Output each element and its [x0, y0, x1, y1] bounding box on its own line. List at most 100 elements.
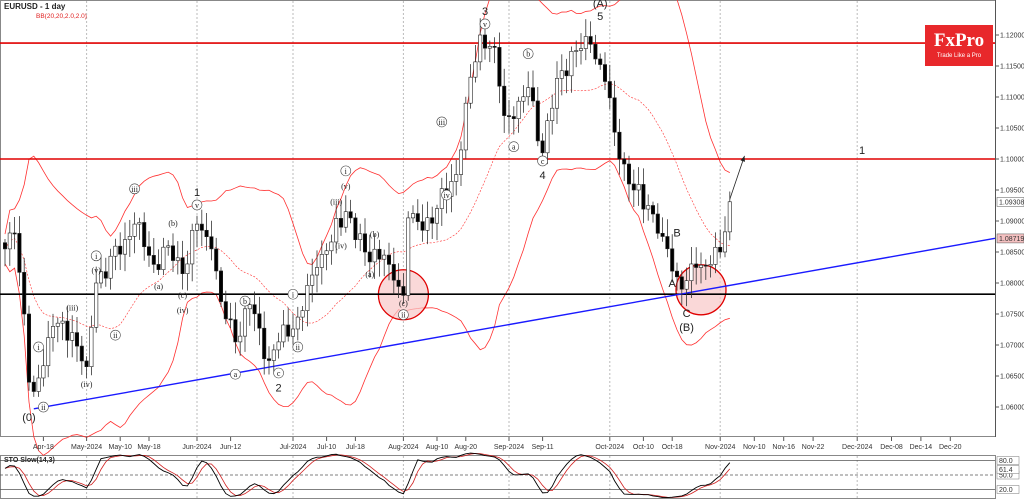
wave-label: (c) — [399, 299, 408, 308]
price-tick-label: 1.12000 — [1000, 33, 1024, 40]
candle-body — [26, 313, 31, 383]
candle-body — [79, 345, 84, 362]
candle-body — [142, 222, 147, 248]
candle-body — [276, 341, 281, 351]
wave-label-circle — [436, 116, 448, 128]
candle-body — [554, 78, 559, 109]
candle-body — [463, 102, 468, 151]
candle-body — [535, 100, 540, 142]
candle-body — [415, 213, 420, 222]
date-tick-label: Jul-18 — [346, 444, 365, 451]
trendline-price-label: 1.08719 — [999, 236, 1024, 243]
candle-body — [147, 246, 152, 256]
wave-label: (v) — [92, 266, 102, 275]
date-tick-label: Dec-14 — [910, 444, 933, 451]
wave-label: (iv) — [81, 380, 93, 389]
indicator-label: BB(20,20,2.0,2.0) — [36, 13, 87, 20]
candle-body — [588, 36, 593, 45]
candle-body — [530, 87, 535, 102]
price-tick-label: 1.10500 — [1000, 126, 1024, 133]
candle-body — [84, 360, 89, 367]
wave-label: ii — [41, 403, 46, 412]
candle-body — [127, 236, 132, 240]
wave-label-circle — [479, 18, 491, 30]
stochastic-level-label: 50.0 — [999, 473, 1013, 480]
wave-label: 4 — [540, 170, 546, 182]
wave-label: (0) — [22, 412, 35, 424]
candle-body — [516, 100, 521, 119]
candle-body — [593, 43, 598, 60]
candle-body — [545, 120, 550, 154]
candle-body — [550, 107, 555, 122]
wave-label: B — [673, 227, 680, 239]
candle-body — [377, 248, 382, 260]
date-tick-label: Aug-20 — [455, 444, 478, 451]
candle-body — [314, 267, 319, 276]
date-tick-label: Nov-2024 — [705, 444, 735, 451]
price-tick-label: 1.09500 — [1000, 188, 1024, 195]
candle-body — [386, 254, 391, 265]
wave-label: iii — [438, 118, 445, 127]
candle-body — [161, 246, 166, 270]
candle-body — [598, 58, 603, 65]
candle-body — [166, 245, 171, 248]
wave-label-circle — [273, 367, 284, 379]
wave-label: (b) — [168, 219, 178, 228]
wave-label: ii — [113, 331, 118, 340]
wave-label: (iii) — [330, 197, 342, 206]
candle-body — [99, 271, 104, 284]
candle-body — [703, 264, 708, 267]
candle-body — [684, 280, 689, 290]
candle-body — [12, 232, 17, 235]
wave-label-circle — [191, 199, 203, 211]
projection-arrow — [729, 155, 745, 200]
candle-body — [175, 257, 180, 261]
candle-body — [190, 230, 195, 265]
wave-label: i — [292, 290, 295, 299]
candle-body — [195, 223, 200, 231]
stochastic-current-box — [996, 465, 1020, 474]
wave-label-circle — [398, 309, 409, 321]
logo-brand: FxPro — [933, 30, 985, 51]
candle-body — [497, 47, 502, 87]
stochastic-level-box — [996, 485, 1020, 494]
wave-label: i — [345, 167, 348, 176]
candle-body — [650, 205, 655, 215]
candle-body — [689, 263, 694, 281]
candle-body — [583, 36, 588, 49]
candle-body — [564, 70, 569, 77]
stochastic-level-box — [996, 456, 1020, 465]
candle-body — [396, 279, 401, 287]
wave-label-circle — [522, 48, 534, 60]
date-tick-label: Jul-10 — [317, 444, 336, 451]
stochastic-main-line — [4, 452, 731, 499]
candle-body — [559, 70, 564, 79]
date-tick-label: Dec-2024 — [842, 444, 872, 451]
candle-body — [219, 270, 224, 302]
candle-body — [636, 184, 641, 191]
wave-label: (a) — [365, 270, 374, 279]
wave-label: ii — [401, 311, 406, 320]
price-tick-label: 1.10000 — [1000, 157, 1024, 164]
candle-body — [454, 174, 459, 182]
candle-body — [300, 310, 305, 318]
wave-label: a — [512, 143, 516, 152]
candle-body — [137, 222, 142, 225]
candle-body — [103, 271, 108, 279]
candle-body — [334, 218, 339, 243]
candle-body — [458, 149, 463, 175]
price-tick-label: 1.06500 — [1000, 374, 1024, 381]
stochastic-panel — [0, 455, 996, 499]
candle-body — [204, 229, 209, 238]
candle-body — [65, 320, 70, 341]
wave-label: i — [37, 343, 40, 352]
candle-body — [626, 163, 631, 185]
candle-body — [655, 213, 660, 234]
wave-label-circle — [110, 329, 121, 341]
wave-label: 2 — [276, 382, 282, 394]
candle-body — [262, 327, 267, 360]
candle-body — [526, 87, 531, 98]
fxpro-logo: FxPro Trade Like a Pro — [925, 25, 993, 66]
stochastic-level-label: 80.0 — [999, 458, 1013, 465]
